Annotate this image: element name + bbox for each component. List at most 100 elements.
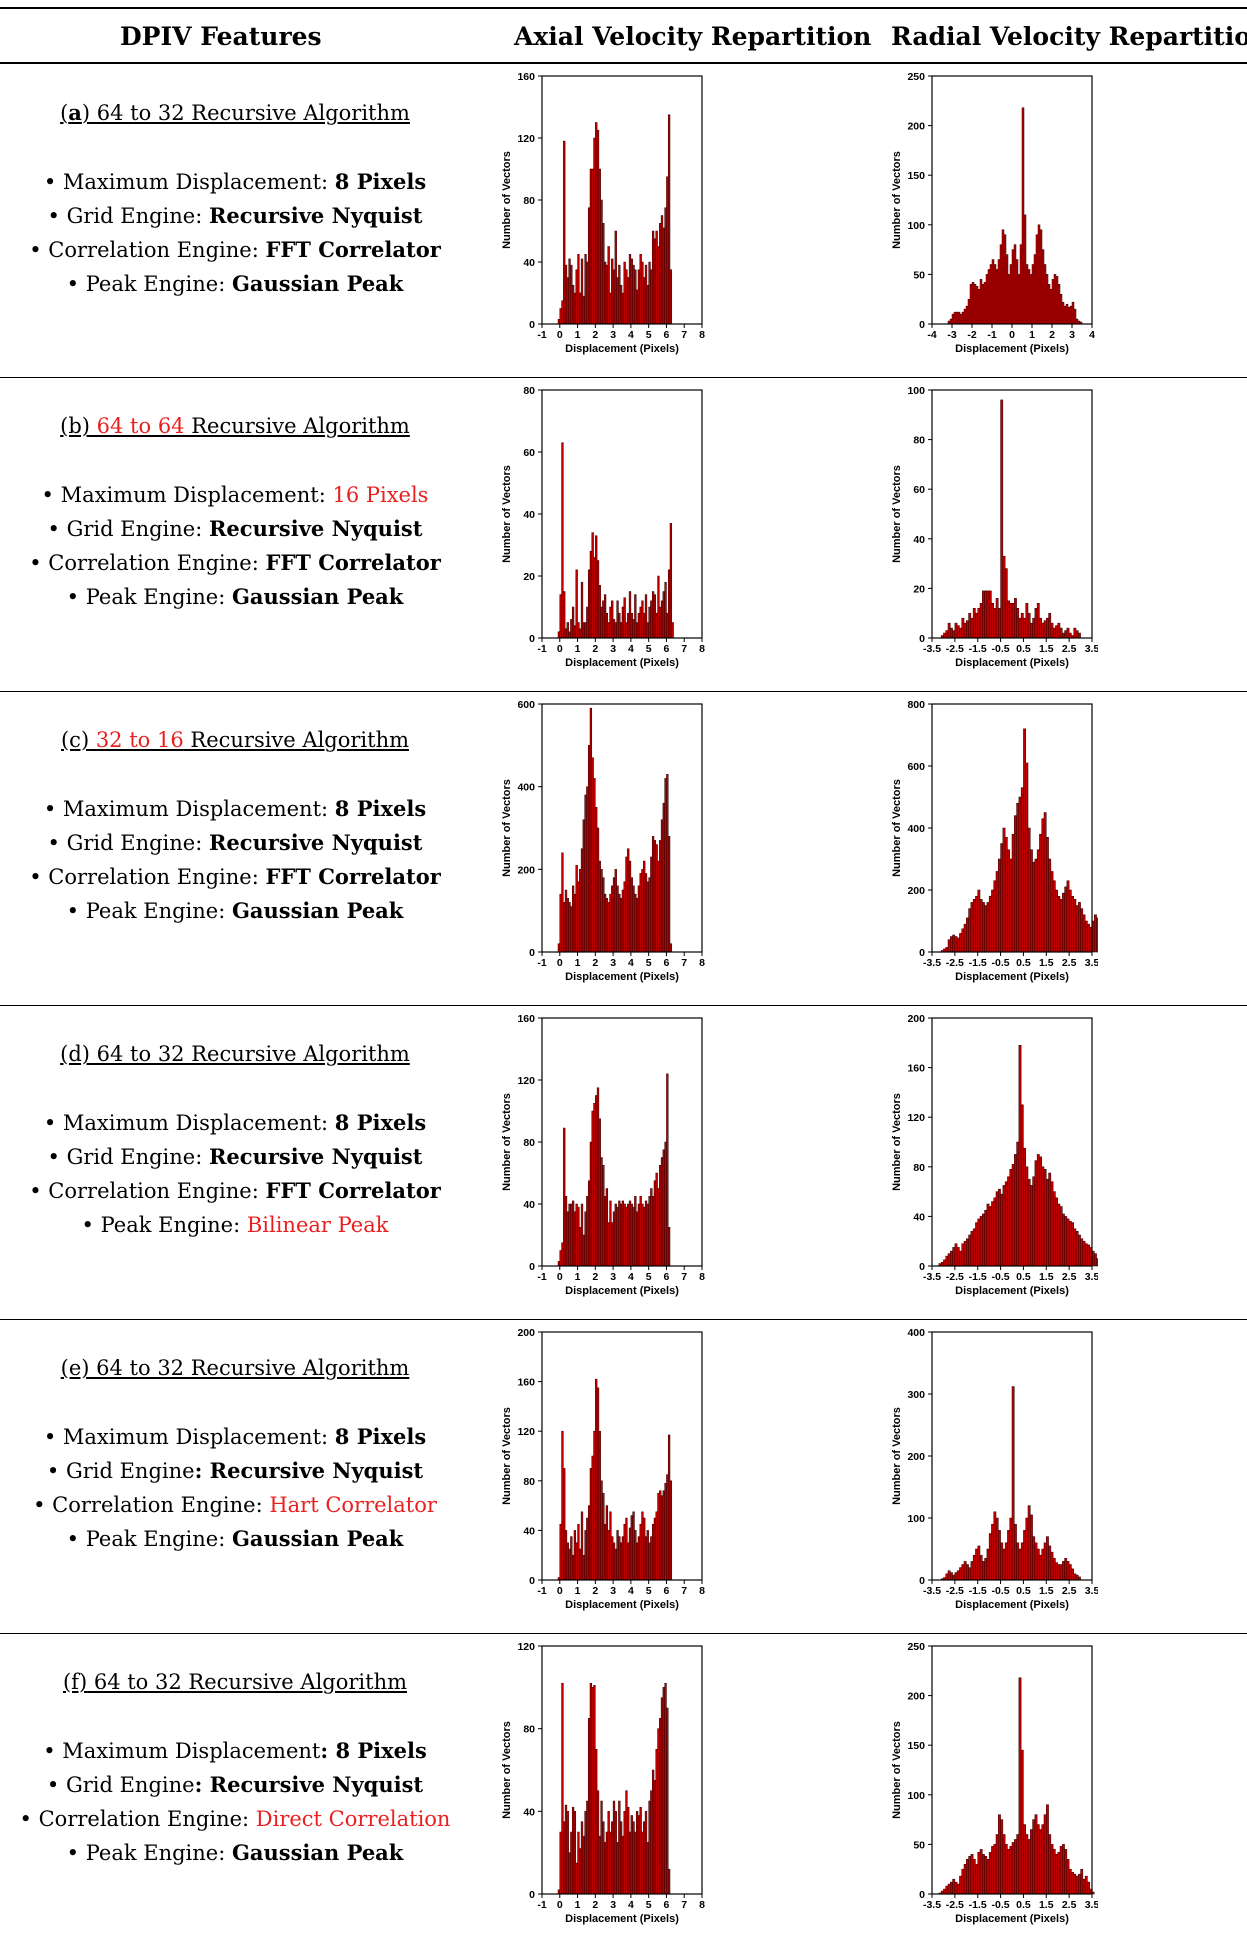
y-axis-label: Number of Vectors [891, 1093, 903, 1191]
bar [1094, 914, 1097, 953]
x-tick-label: -1 [537, 957, 546, 969]
bar [1051, 279, 1055, 325]
bar [1067, 306, 1071, 325]
bar [646, 285, 649, 325]
x-tick-label: 3.5 [1085, 1585, 1098, 1597]
bar [577, 1831, 580, 1895]
bar [1087, 1881, 1090, 1895]
bar [582, 1835, 585, 1895]
x-tick-label: 3 [610, 329, 616, 341]
feature-value: : Recursive Nyquist [194, 1772, 424, 1797]
bar [1014, 598, 1017, 639]
bar [1078, 1873, 1081, 1895]
bar [618, 1200, 621, 1267]
bars [557, 1378, 673, 1581]
x-tick-label: 3 [1069, 329, 1075, 341]
bar [950, 627, 953, 639]
bar [637, 612, 641, 639]
bar [595, 807, 598, 953]
bar [1023, 1824, 1026, 1895]
bar [630, 1815, 633, 1895]
bar [639, 1806, 642, 1895]
plot-frame [931, 389, 1093, 639]
bar [644, 1536, 648, 1581]
bar [641, 1831, 644, 1895]
bar [1007, 1530, 1010, 1581]
bar [1016, 1141, 1020, 1267]
bar [950, 936, 953, 953]
bar [648, 877, 651, 953]
bar [603, 594, 607, 639]
bar [959, 1875, 962, 1895]
bar [657, 246, 660, 325]
bar [635, 898, 639, 953]
bar [616, 277, 619, 325]
y-tick-label: 40 [523, 1199, 535, 1211]
row-separator [0, 377, 1247, 378]
bar [628, 254, 632, 325]
bar [616, 600, 619, 639]
feature-line: • Maximum Displacement: 8 Pixels [0, 1106, 470, 1140]
bar [628, 1831, 632, 1895]
bar [651, 1769, 655, 1895]
x-axis-label: Displacement (Pixels) [955, 657, 1069, 669]
x-tick-label: 5 [646, 957, 652, 969]
bar [966, 917, 969, 953]
bar [625, 856, 628, 953]
bar [600, 1800, 603, 1895]
bar [949, 318, 953, 325]
x-tick-label: 3.5 [1085, 1271, 1098, 1283]
bar [1062, 1213, 1065, 1267]
bar [559, 1250, 562, 1267]
bar [1036, 603, 1040, 639]
bar [977, 289, 981, 325]
y-tick-label: 100 [907, 220, 925, 232]
y-tick-label: 60 [523, 447, 535, 459]
bar [598, 860, 601, 953]
bar [623, 1203, 626, 1267]
bar [609, 606, 612, 639]
bar [947, 939, 951, 953]
bar [579, 292, 582, 325]
bar [961, 1868, 965, 1895]
bar [1069, 305, 1073, 325]
feature-label: • Correlation Engine: [19, 1807, 256, 1831]
bar [1059, 293, 1063, 325]
bar [1011, 833, 1015, 953]
bar [637, 1536, 641, 1581]
bar [991, 603, 994, 639]
bar [634, 1196, 637, 1267]
bar [968, 1567, 972, 1581]
bar [573, 893, 577, 953]
feature-line: • Correlation Engine: FFT Correlator [0, 233, 470, 267]
bar [646, 1842, 649, 1895]
y-tick-label: 200 [907, 121, 925, 133]
bar [644, 1200, 648, 1267]
bar [627, 1806, 630, 1895]
bar [993, 1844, 997, 1895]
bar [968, 908, 972, 953]
bar [586, 1517, 589, 1581]
bar [618, 612, 621, 639]
bar [609, 893, 612, 953]
x-tick-label: -0.5 [992, 1271, 1010, 1283]
bar [1030, 1829, 1033, 1895]
bar [1023, 1530, 1026, 1581]
x-tick-label: -1.5 [969, 1271, 987, 1283]
bar [1063, 305, 1067, 325]
x-tick-label: 5 [646, 1271, 652, 1283]
bar [979, 899, 983, 953]
caption-close: ) [81, 101, 91, 125]
bar [634, 269, 637, 325]
bar [614, 869, 617, 953]
bar [596, 130, 600, 325]
bar [1034, 1814, 1038, 1895]
bar [1027, 612, 1031, 639]
bar [1052, 1849, 1056, 1895]
bar [612, 1800, 616, 1895]
bar [1007, 1849, 1010, 1895]
y-tick-label: 80 [523, 1476, 535, 1488]
bar [659, 223, 662, 325]
bar [662, 802, 665, 953]
bar [651, 230, 655, 325]
